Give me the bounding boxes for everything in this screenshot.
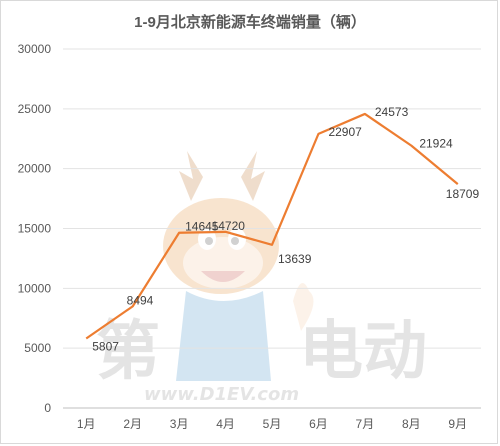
x-tick-label: 2月 bbox=[123, 417, 142, 431]
chart-title: 1-9月北京新能源车终端销量（辆） bbox=[134, 13, 366, 31]
series-line bbox=[85, 112, 459, 340]
data-label: 24573 bbox=[375, 105, 409, 119]
x-tick-label: 8月 bbox=[402, 417, 421, 431]
y-tick-label: 25000 bbox=[18, 102, 52, 116]
data-label: 14645 bbox=[185, 220, 219, 234]
y-tick-label: 30000 bbox=[18, 42, 52, 56]
x-tick-label: 9月 bbox=[448, 417, 467, 431]
data-label: 5807 bbox=[92, 340, 119, 354]
watermark-brand-left: 第 bbox=[96, 315, 160, 389]
x-tick-label: 7月 bbox=[356, 417, 375, 431]
data-label: 21924 bbox=[419, 137, 453, 151]
gridlines bbox=[63, 48, 481, 349]
y-tick-label: 5000 bbox=[24, 341, 51, 355]
x-tick-label: 4月 bbox=[216, 417, 235, 431]
data-label: 13639 bbox=[278, 252, 312, 266]
watermark: 第 电动 www.D1EV.com bbox=[96, 151, 427, 405]
data-label: 22907 bbox=[328, 125, 362, 139]
y-axis-ticks: 0 5000 10000 15000 20000 25000 30000 bbox=[18, 42, 52, 415]
data-label: 14720 bbox=[212, 219, 246, 233]
watermark-url: www.D1EV.com bbox=[144, 384, 299, 405]
y-tick-label: 20000 bbox=[18, 162, 52, 176]
y-tick-label: 0 bbox=[44, 401, 51, 415]
y-tick-label: 10000 bbox=[18, 281, 52, 295]
y-tick-label: 15000 bbox=[18, 222, 52, 236]
x-tick-label: 6月 bbox=[309, 417, 328, 431]
data-label: 8494 bbox=[127, 293, 154, 307]
data-label: 18709 bbox=[446, 187, 480, 201]
cartoon-deer-mascot-icon bbox=[163, 151, 314, 381]
x-axis-ticks: 1月 2月 3月 4月 5月 6月 7月 8月 9月 bbox=[77, 417, 467, 431]
watermark-brand-right: 电动 bbox=[299, 315, 427, 389]
x-tick-label: 1月 bbox=[77, 417, 96, 431]
x-tick-label: 3月 bbox=[170, 417, 189, 431]
x-tick-label: 5月 bbox=[263, 417, 282, 431]
